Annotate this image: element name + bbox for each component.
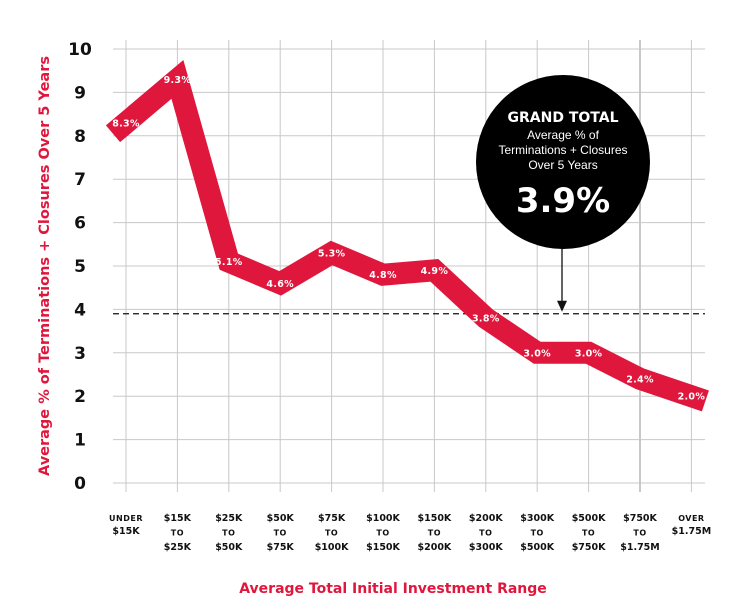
- x-tick-labels: UNDER$15K$15KTO$25K$25KTO$50K$50KTO$75K$…: [109, 513, 711, 553]
- data-label: 4.9%: [421, 266, 449, 277]
- y-tick-label: 4: [74, 300, 86, 320]
- x-tick-label-line: $150K: [417, 513, 451, 524]
- x-tick-label-line: $75K: [318, 513, 346, 524]
- data-label: 2.0%: [678, 392, 706, 403]
- data-label: 5.1%: [215, 257, 243, 268]
- y-tick-label: 1: [74, 431, 86, 451]
- y-tick-label: 2: [74, 387, 86, 407]
- data-point: [279, 282, 281, 284]
- y-tick-label: 9: [74, 83, 86, 103]
- y-tick-label: 8: [74, 127, 86, 147]
- data-labels: 8.3% 9.3% 5.1% 4.6% 5.3% 4.8% 4.9% 3.8% 3.0% 3.0%…: [112, 75, 705, 403]
- x-tick-label-line: $75K: [267, 542, 295, 553]
- x-tick-label: $750K TO $1.75M: [620, 513, 660, 553]
- data-point: [331, 252, 333, 254]
- arrow-down-icon: [557, 300, 567, 312]
- x-tick-label-line: TO: [171, 529, 184, 538]
- x-tick-label: $500K TO $750K: [572, 513, 606, 553]
- x-tick-label-line: $1.75M: [672, 526, 712, 537]
- x-tick-label: UNDER $15K: [109, 514, 143, 537]
- x-tick-label-line: TO: [428, 529, 441, 538]
- data-label: 3.8%: [472, 314, 500, 325]
- data-point: [228, 261, 230, 263]
- y-tick-label: 10: [68, 40, 92, 60]
- x-tick-label-line: UNDER: [109, 514, 143, 523]
- x-tick-label-line: $50K: [267, 513, 295, 524]
- x-tick-label-line: TO: [325, 529, 338, 538]
- data-label: 8.3%: [112, 118, 140, 129]
- x-tick-label: OVER $1.75M: [672, 514, 712, 537]
- data-point: [433, 269, 435, 271]
- x-tick-label-line: $1.75M: [620, 542, 660, 553]
- data-point: [382, 274, 384, 276]
- x-tick-label-line: TO: [582, 529, 595, 538]
- y-tick-label: 3: [74, 344, 86, 364]
- y-tick-label: 0: [74, 474, 86, 494]
- y-tick-label: 6: [74, 214, 86, 234]
- x-tick-label-line: TO: [376, 529, 389, 538]
- y-tick-labels: 0 1 2 3 4 5 6 7 8 9 10: [68, 40, 92, 494]
- data-label: 4.6%: [266, 279, 294, 290]
- x-tick-label-line: $15K: [164, 513, 192, 524]
- x-tick-label-line: $500K: [520, 542, 554, 553]
- x-tick-label-line: $100K: [315, 542, 349, 553]
- callout-title: GRAND TOTAL: [508, 110, 619, 126]
- x-tick-label-line: $50K: [215, 542, 243, 553]
- series-line: [105, 59, 709, 412]
- y-tick-label: 5: [74, 257, 86, 277]
- y-tick-label: 7: [74, 170, 86, 190]
- x-tick-label-line: $15K: [112, 526, 140, 537]
- x-tick-label-line: $750K: [623, 513, 657, 524]
- x-tick-label-line: TO: [531, 529, 544, 538]
- x-tick-label-line: OVER: [678, 514, 704, 523]
- x-tick-label: $200K TO $300K: [469, 513, 503, 553]
- x-tick-label-line: $300K: [520, 513, 554, 524]
- callout-circle: [476, 75, 650, 249]
- callout-value: 3.9%: [516, 181, 610, 221]
- data-point: [639, 378, 641, 380]
- data-point: [588, 352, 590, 354]
- x-tick-label-line: TO: [222, 529, 235, 538]
- data-label: 3.0%: [523, 348, 551, 359]
- data-point: [690, 395, 692, 397]
- x-tick-label-line: $750K: [572, 542, 606, 553]
- data-point: [125, 122, 127, 124]
- x-tick-label-line: $100K: [366, 513, 400, 524]
- x-tick-label-line: $25K: [215, 513, 243, 524]
- x-tick-label-line: $300K: [469, 542, 503, 553]
- x-tick-label: $100K TO $150K: [366, 513, 400, 553]
- x-tick-label-line: TO: [633, 529, 646, 538]
- data-label: 2.4%: [626, 374, 654, 385]
- x-tick-label: $25K TO $50K: [215, 513, 243, 553]
- data-label: 9.3%: [164, 75, 192, 86]
- data-point: [536, 352, 538, 354]
- data-label: 5.3%: [318, 248, 346, 259]
- x-tick-label: $150K TO $200K: [417, 513, 451, 553]
- data-label: 4.8%: [369, 270, 397, 281]
- x-tick-label: $50K TO $75K: [267, 513, 295, 553]
- x-tick-label-line: $200K: [469, 513, 503, 524]
- callout-line-3: Over 5 Years: [528, 158, 597, 172]
- data-label: 3.0%: [575, 348, 603, 359]
- x-tick-label-line: TO: [479, 529, 492, 538]
- x-tick-label-line: $500K: [572, 513, 606, 524]
- data-point: [485, 317, 487, 319]
- data-point: [176, 78, 178, 80]
- x-axis-title: Average Total Initial Investment Range: [239, 581, 547, 597]
- grand-total-callout: GRAND TOTAL Average % of Terminations + …: [476, 75, 650, 312]
- callout-line-1: Average % of: [527, 128, 599, 142]
- y-axis-title: Average % of Terminations + Closures Ove…: [37, 56, 53, 476]
- x-tick-label-line: TO: [274, 529, 287, 538]
- x-tick-label: $75K TO $100K: [315, 513, 349, 553]
- callout-line-2: Terminations + Closures: [498, 143, 627, 157]
- x-tick-label-line: $25K: [164, 542, 192, 553]
- series-ribbon: [105, 59, 709, 412]
- x-tick-label-line: $200K: [417, 542, 451, 553]
- x-tick-label: $15K TO $25K: [164, 513, 192, 553]
- x-tick-label: $300K TO $500K: [520, 513, 554, 553]
- x-tick-label-line: $150K: [366, 542, 400, 553]
